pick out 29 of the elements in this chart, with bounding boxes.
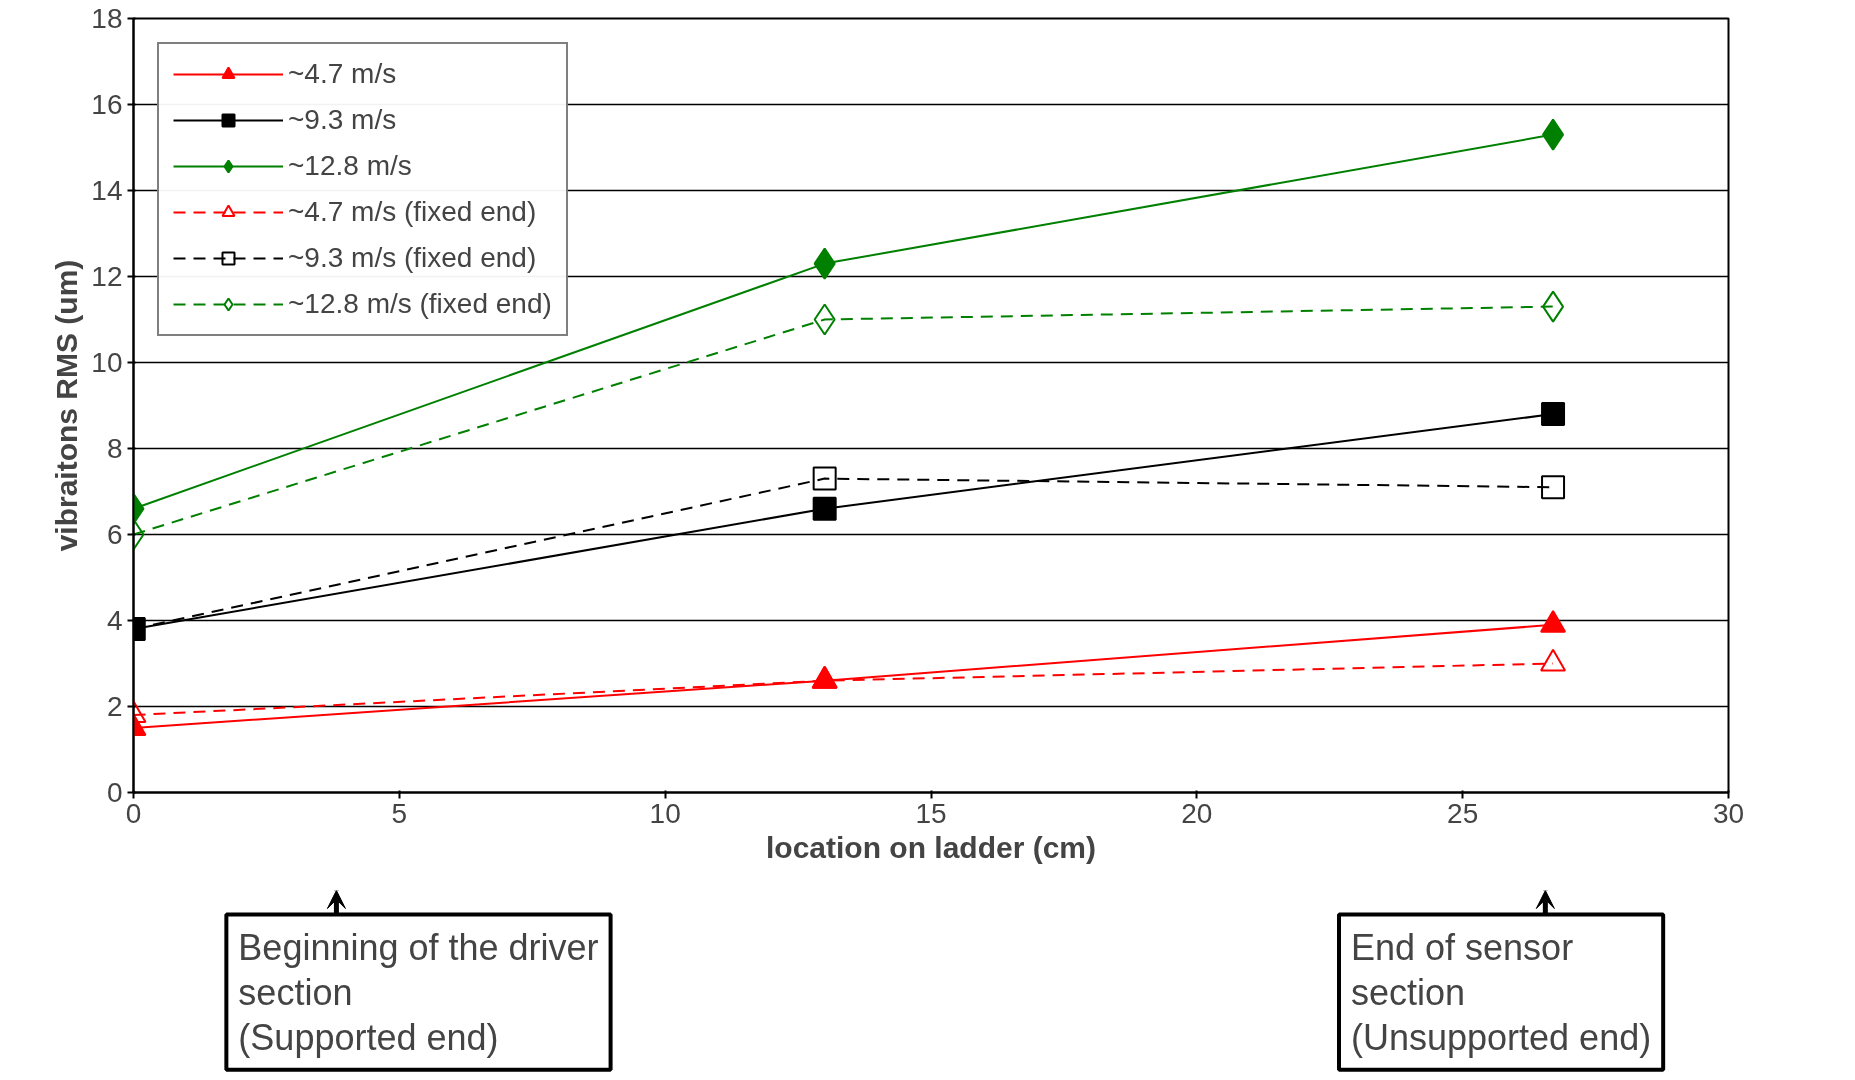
point — [1540, 648, 1567, 672]
y-tick-label: 18 — [91, 3, 123, 34]
y-tick-label: 10 — [91, 347, 123, 378]
y-tick-label: 0 — [106, 777, 123, 808]
legend-label: ~9.3 m/s (fixed end) — [288, 242, 537, 274]
point — [1541, 402, 1566, 427]
legend-label: ~4.7 m/s — [288, 58, 397, 90]
y-tick-label: 2 — [106, 691, 123, 722]
y-axis-title: vibraitons RMS (um) — [50, 259, 84, 552]
y-tick-label: 8 — [106, 433, 123, 464]
y-tick-label: 4 — [106, 605, 123, 636]
x-tick-label: 10 — [649, 797, 681, 829]
y-tick-label: 16 — [91, 89, 123, 120]
x-tick-label: 5 — [391, 797, 408, 829]
x-tick-label: 15 — [915, 797, 947, 829]
y-tick-label: 12 — [91, 261, 123, 292]
x-tick-label: 30 — [1712, 797, 1745, 829]
legend-label: ~9.3 m/s — [288, 104, 397, 136]
y-tick-label: 14 — [91, 175, 123, 206]
legend-label: ~4.7 m/s (fixed end) — [288, 196, 537, 228]
x-tick-label: 20 — [1181, 797, 1213, 829]
legend-label: ~12.8 m/s — [288, 150, 412, 182]
text: Beginning of the driver section (Supported end) — [238, 926, 599, 1058]
text: End of sensor section (Unsupported end) — [1350, 926, 1652, 1058]
x-axis-title: location on ladder (cm) — [765, 830, 1097, 864]
point — [1541, 475, 1566, 500]
y-tick-label: 6 — [106, 519, 123, 550]
x-tick-label: 25 — [1447, 797, 1479, 829]
legend-label: ~12.8 m/s (fixed end) — [288, 288, 552, 320]
